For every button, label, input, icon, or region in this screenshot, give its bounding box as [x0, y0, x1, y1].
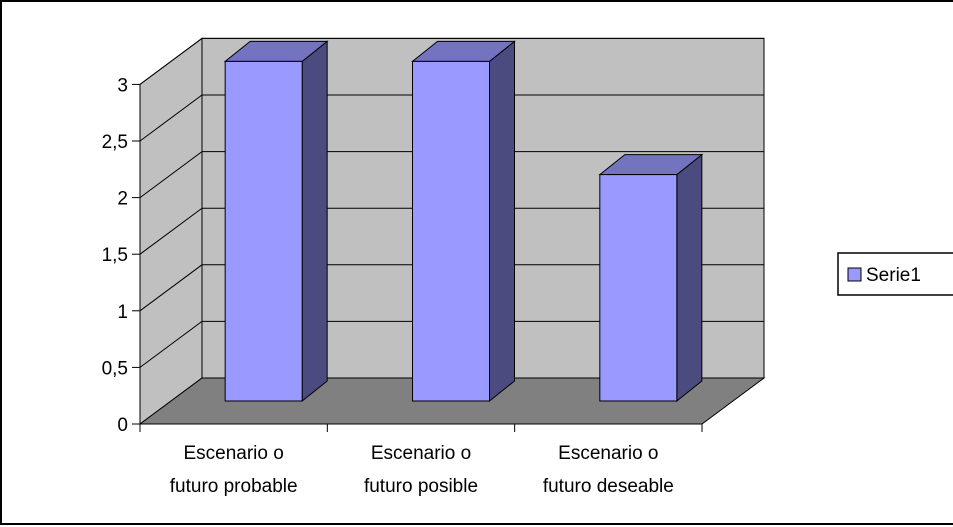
legend: Serie1 — [837, 252, 953, 296]
bars — [223, 40, 704, 403]
x-tick-label: Escenario o — [183, 443, 283, 464]
gridline — [139, 94, 764, 142]
gridline — [139, 151, 764, 199]
y-tick-label: 3 — [117, 75, 128, 96]
x-tick-label: futuro posible — [364, 476, 478, 497]
y-tick-label: 1,5 — [102, 245, 128, 266]
y-tick-label: 0 — [117, 415, 128, 436]
gridline — [139, 37, 764, 85]
bar-side — [301, 40, 328, 403]
gridline — [139, 264, 764, 312]
gridlines — [139, 37, 764, 368]
bar-side — [676, 153, 703, 403]
x-tick-label: futuro deseable — [543, 476, 674, 497]
y-tick-label: 2,5 — [102, 132, 128, 153]
legend-label: Serie1 — [866, 265, 921, 286]
bar — [411, 40, 516, 403]
bar-side — [489, 40, 515, 403]
y-axis-ticks: 0 0,5 1 1,5 2 2,5 3 — [102, 75, 140, 436]
x-tick-label: Escenario o — [371, 443, 471, 464]
gridline — [139, 207, 764, 255]
bar-front — [599, 174, 678, 402]
gridline — [139, 320, 764, 368]
x-axis-labels: Escenario o futuro probable Escenario o fut… — [170, 443, 674, 497]
y-tick-label: 0,5 — [102, 358, 128, 379]
bar-front — [224, 60, 303, 402]
x-tick-label: Escenario o — [558, 443, 658, 464]
y-tick-label: 2 — [117, 189, 128, 210]
x-tick-label: futuro probable — [170, 476, 298, 497]
bar — [223, 40, 329, 403]
bar — [598, 153, 704, 403]
bar-front — [412, 60, 490, 402]
y-tick-label: 1 — [117, 302, 128, 323]
legend-swatch — [847, 267, 862, 282]
